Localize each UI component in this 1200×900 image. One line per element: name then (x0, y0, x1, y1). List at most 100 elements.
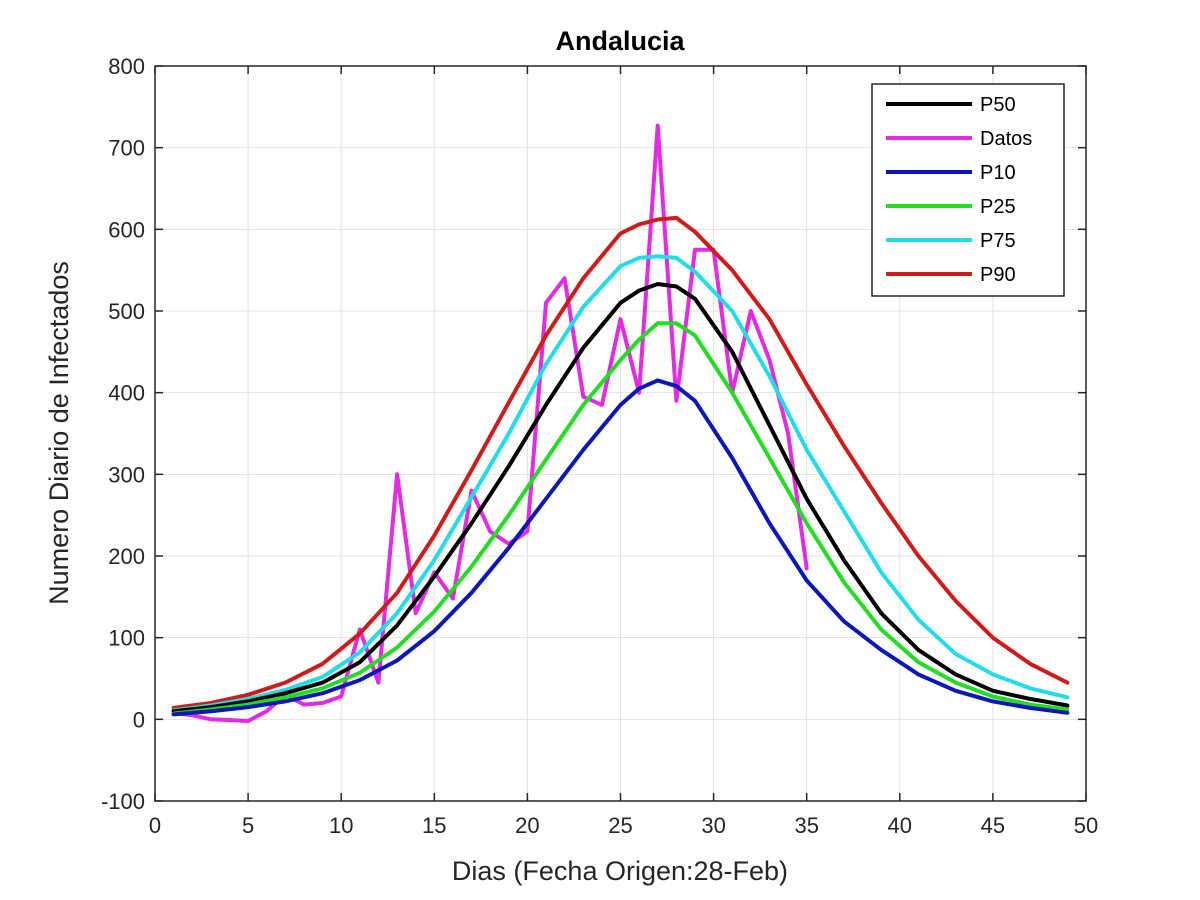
data-point-p50 (321, 681, 324, 684)
data-point-p75 (731, 309, 734, 313)
data-point-p75 (1066, 696, 1069, 699)
data-point-datos (209, 718, 213, 721)
data-point-p75 (1028, 687, 1032, 690)
data-point-p50 (1066, 704, 1069, 707)
data-point-p50 (470, 522, 473, 525)
data-point-p75 (805, 448, 808, 451)
data-point-p25 (284, 696, 287, 699)
data-point-p25 (656, 322, 659, 325)
data-point-p25 (637, 338, 641, 341)
data-point-p10 (507, 546, 510, 549)
data-point-p10 (656, 379, 659, 382)
data-point-datos (470, 489, 473, 492)
x-tick-label: 20 (515, 813, 539, 838)
data-point-p25 (470, 565, 473, 568)
chart-title: Andalucia (555, 26, 685, 56)
data-point-datos (693, 248, 697, 251)
data-point-p75 (395, 612, 399, 615)
legend-label-datos: Datos (980, 128, 1032, 150)
data-point-p10 (284, 700, 287, 703)
legend-box (871, 83, 1065, 297)
data-point-datos (340, 695, 343, 698)
data-point-p10 (991, 700, 995, 703)
data-point-p75 (470, 496, 473, 499)
y-tick-label: 800 (108, 54, 145, 79)
data-point-datos (786, 432, 790, 435)
y-tick-label: 500 (108, 299, 145, 324)
data-point-p75 (991, 673, 995, 676)
data-point-p75 (917, 618, 920, 621)
data-point-p90 (842, 444, 846, 447)
data-point-p50 (656, 282, 659, 286)
data-point-p50 (507, 465, 510, 468)
data-point-p10 (395, 659, 399, 662)
y-axis-label: Numero Diario de Infectados (44, 261, 74, 605)
data-point-p75 (582, 305, 585, 309)
data-point-datos (768, 358, 771, 362)
data-point-datos (544, 301, 548, 304)
data-point-p25 (358, 671, 361, 674)
data-point-p90 (582, 277, 585, 280)
data-point-p25 (917, 661, 920, 664)
data-point-p90 (954, 599, 957, 603)
y-tick-label: 100 (108, 626, 145, 651)
data-point-p10 (619, 403, 622, 407)
data-point-p90 (880, 501, 883, 505)
data-point-p90 (693, 230, 697, 233)
y-tick-label: 400 (108, 381, 145, 406)
data-point-p50 (805, 497, 808, 500)
x-tick-label: 25 (608, 813, 632, 838)
data-point-p50 (954, 673, 957, 676)
y-tick-label: -100 (101, 789, 145, 814)
data-point-p50 (637, 289, 641, 292)
data-point-p90 (1066, 681, 1069, 684)
data-point-p75 (358, 651, 361, 654)
data-point-p25 (954, 681, 957, 684)
data-point-p10 (693, 399, 697, 402)
data-point-p90 (675, 216, 678, 220)
data-point-datos (265, 710, 268, 713)
data-point-p90 (544, 334, 548, 337)
data-point-p75 (768, 375, 771, 378)
data-point-p25 (507, 514, 510, 517)
data-point-p75 (544, 362, 548, 366)
data-point-p25 (880, 628, 883, 631)
data-point-p25 (768, 456, 771, 460)
x-tick-label: 5 (242, 813, 254, 838)
y-tick-label: 0 (133, 707, 145, 732)
data-point-datos (656, 124, 659, 127)
legend-label-p90: P90 (980, 264, 1016, 286)
x-tick-label: 15 (422, 813, 446, 838)
series-layer (171, 123, 1070, 723)
data-point-datos (600, 403, 604, 407)
data-point-p90 (246, 693, 250, 696)
data-point-p50 (246, 700, 250, 703)
data-point-p50 (582, 346, 585, 349)
data-point-p25 (582, 403, 585, 407)
data-point-p25 (991, 695, 995, 698)
x-tick-label: 45 (981, 813, 1005, 838)
data-point-datos (637, 391, 641, 394)
data-point-p75 (675, 256, 678, 260)
data-point-p90 (768, 318, 771, 321)
data-point-p50 (544, 403, 548, 407)
data-point-p25 (805, 522, 808, 525)
data-point-p75 (954, 652, 957, 656)
data-point-p90 (991, 636, 995, 639)
data-point-p10 (433, 629, 436, 633)
data-point-p90 (321, 662, 324, 665)
data-point-p10 (321, 692, 324, 695)
data-point-p90 (433, 534, 436, 537)
x-axis-label: Dias (Fecha Origen:28-Feb) (452, 856, 788, 886)
data-point-p10 (880, 648, 883, 652)
legend: P50 Datos P10 P25 P75 P90 (871, 83, 1065, 297)
data-point-p90 (284, 681, 287, 684)
data-point-p25 (544, 458, 548, 461)
data-point-p90 (656, 218, 659, 221)
data-point-p90 (805, 383, 808, 386)
data-point-datos (749, 309, 752, 313)
data-point-p50 (395, 624, 399, 627)
data-point-datos (246, 719, 250, 723)
data-point-p50 (284, 692, 287, 695)
